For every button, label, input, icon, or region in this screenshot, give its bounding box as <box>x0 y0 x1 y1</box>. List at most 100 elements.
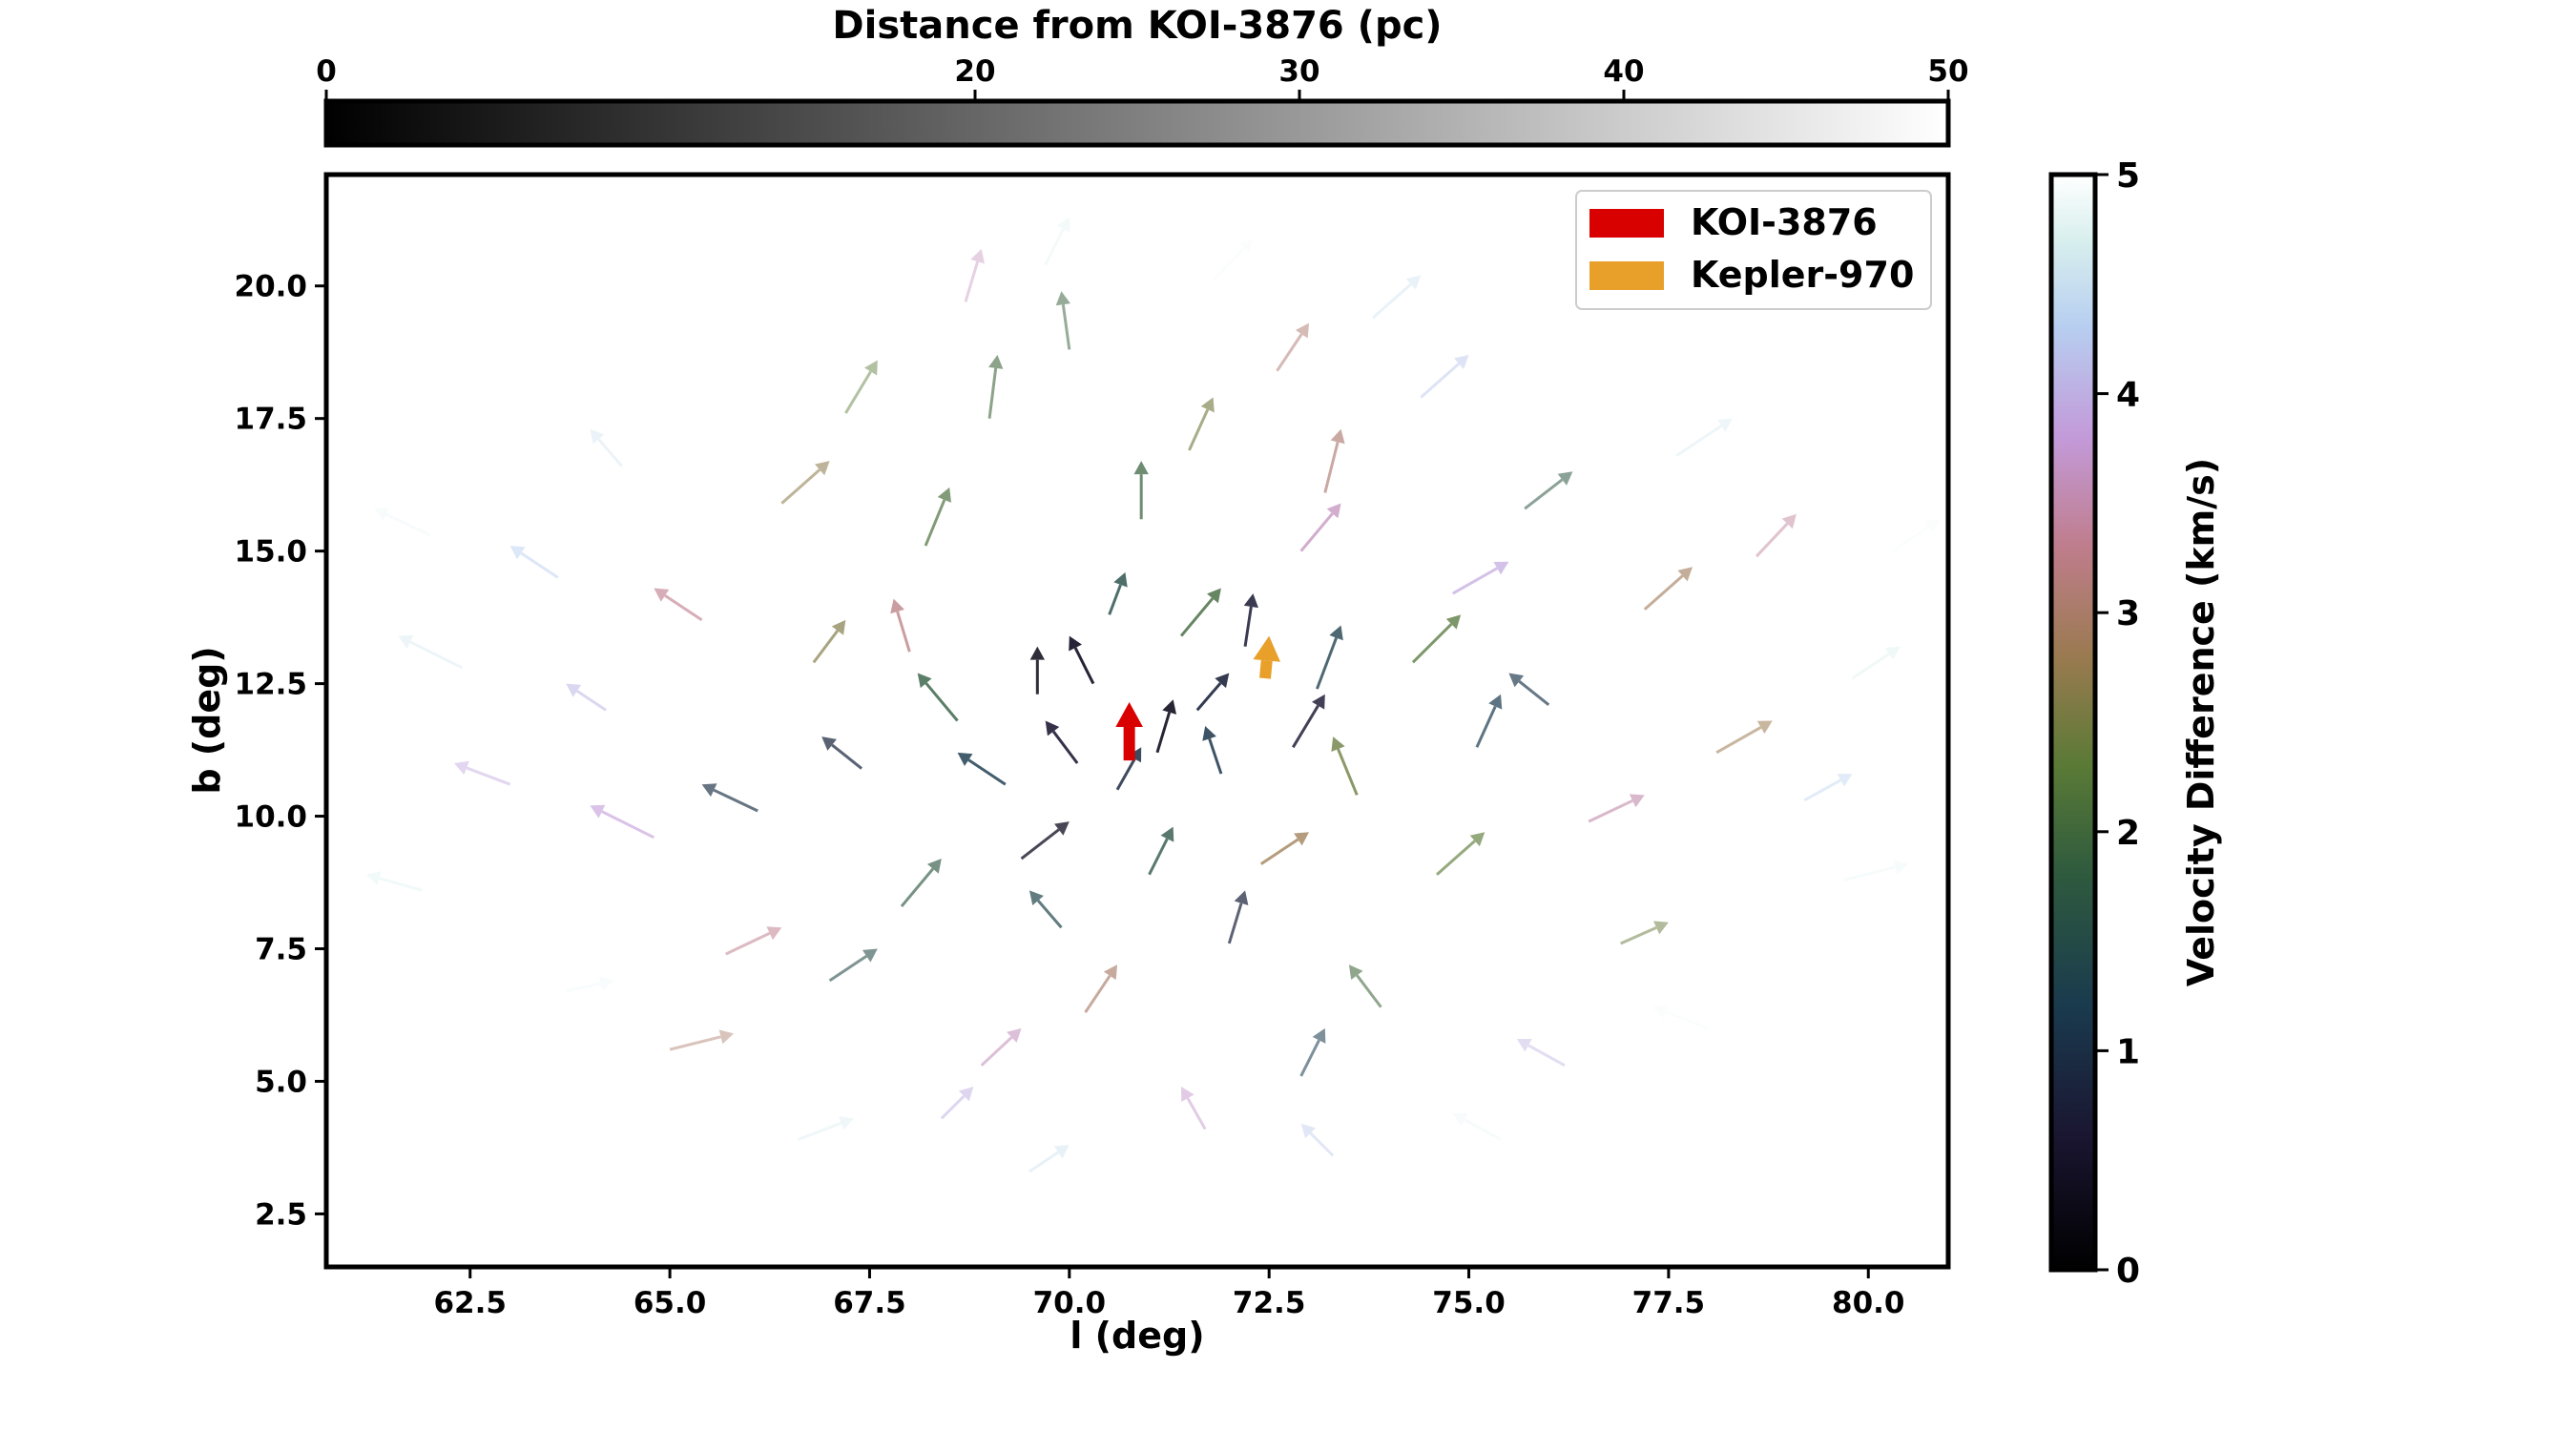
field-star-arrow-shaft <box>725 931 771 956</box>
field-star-arrow-shaft <box>1323 442 1340 493</box>
field-star-arrow-shaft <box>1524 478 1564 510</box>
field-star-arrow <box>1620 921 1669 945</box>
field-star-arrow-head <box>1045 720 1060 736</box>
field-star-arrow <box>725 926 782 956</box>
field-star-arrow-head <box>1215 673 1230 689</box>
field-star-arrow-shaft <box>1208 737 1223 775</box>
field-star-arrow-shaft <box>1464 1118 1502 1141</box>
field-star-arrow <box>1652 1005 1710 1030</box>
field-star-arrow-shaft <box>1664 1010 1710 1030</box>
field-star-arrow-head <box>374 508 390 522</box>
field-star-arrow-shaft <box>1411 623 1453 664</box>
field-star-arrow-head <box>957 752 973 767</box>
velocity-colorbar-label: Velocity Difference (km/s) <box>2180 458 2222 986</box>
field-star-arrow <box>1028 1145 1070 1173</box>
field-star-arrow-head <box>1069 635 1082 652</box>
field-star-arrow-shaft <box>980 1036 1013 1067</box>
velocity-tick-label-0: 0 <box>2116 1252 2140 1291</box>
field-star-arrow-head <box>1756 720 1773 735</box>
field-star-arrow-shaft <box>1436 840 1476 876</box>
field-star-arrow <box>1331 736 1359 796</box>
field-star-arrow-shaft <box>1715 726 1762 755</box>
field-star-arrow-head <box>1054 821 1070 836</box>
field-star-arrow-shaft <box>1259 838 1299 865</box>
field-star-arrow <box>1202 726 1223 775</box>
field-star-arrow <box>917 673 959 722</box>
field-star-arrow <box>1436 832 1485 876</box>
field-star-arrow-head <box>937 487 952 503</box>
field-star-arrow <box>797 1116 854 1142</box>
field-star-arrow-head <box>365 871 382 885</box>
field-star-arrow-head <box>1200 397 1215 413</box>
field-star-arrow-head <box>838 1116 854 1130</box>
field-star-arrow <box>821 736 863 770</box>
velocity-tick-label-2: 2 <box>2116 814 2140 853</box>
field-star-arrow-head <box>970 248 986 264</box>
field-star-arrow-shaft <box>844 370 872 414</box>
field-star-arrow <box>1084 964 1118 1014</box>
field-star-arrow-head <box>766 926 782 941</box>
field-star-arrow <box>890 598 911 653</box>
field-star-arrow-shaft <box>1051 730 1079 764</box>
field-star-arrow <box>1243 593 1258 647</box>
field-star-arrow-shaft <box>1179 597 1215 637</box>
y-tick-label-17-5: 17.5 <box>235 403 308 437</box>
field-star-arrow <box>1323 428 1345 493</box>
field-star-arrow <box>453 760 511 786</box>
x-axis-ticks: 62.5 65.0 67.5 70.0 72.5 75.0 77.5 80.0 <box>433 1267 1905 1320</box>
field-star-arrow <box>1588 794 1645 823</box>
field-star-arrow <box>1508 673 1550 706</box>
field-star-arrow-head <box>831 619 846 635</box>
field-star-arrow <box>1348 964 1382 1008</box>
field-star-arrow-head <box>1029 646 1046 660</box>
velocity-tick-label-4: 4 <box>2116 376 2140 415</box>
field-star-arrow-shaft <box>1108 584 1122 615</box>
field-star-arrow <box>1851 646 1901 680</box>
field-star-arrow-shaft <box>964 260 980 302</box>
field-star-arrow-head <box>398 634 414 649</box>
field-star-arrow-shaft <box>940 1094 966 1120</box>
field-star-arrow-shaft <box>812 630 840 664</box>
field-star-arrow <box>1420 354 1469 399</box>
field-star-arrow-head <box>1677 567 1693 582</box>
legend-frame <box>1575 190 1932 310</box>
field-star-arrow <box>1148 826 1174 876</box>
field-star-arrow <box>509 546 559 579</box>
field-star-arrow-shaft <box>1020 828 1060 861</box>
x-tick-label-65-0: 65.0 <box>634 1286 707 1320</box>
field-star-arrow-shaft <box>1356 974 1382 1008</box>
field-star-arrow <box>1316 625 1343 690</box>
field-star-arrow <box>701 783 758 813</box>
highlight-arrow-koi-3876 <box>1115 702 1143 761</box>
distance-tick-label-0: 0 <box>316 54 337 89</box>
field-star-arrow <box>1372 275 1422 320</box>
field-star-arrow <box>924 487 952 547</box>
field-star-arrow <box>1055 291 1071 350</box>
field-star-arrow-head <box>1133 461 1149 475</box>
x-tick-label-80-0: 80.0 <box>1832 1286 1905 1320</box>
field-star-arrow-head <box>814 461 830 476</box>
field-star-arrow-head <box>1238 238 1254 254</box>
field-star-arrow-head <box>1452 1112 1468 1127</box>
field-star-arrow-shaft <box>1755 522 1789 558</box>
field-star-arrow-head <box>988 354 1004 369</box>
field-star-arrow-head <box>1331 736 1345 753</box>
field-star-arrow-head <box>1329 625 1343 641</box>
highlighted-arrows <box>1115 635 1280 761</box>
velocity-colorbar-ticks: 0 1 2 3 4 5 <box>2095 156 2140 1291</box>
field-star-arrow-head <box>566 683 582 697</box>
field-star-arrow-head <box>1160 826 1174 842</box>
field-star-arrow-head <box>1243 593 1258 609</box>
field-star-arrow-shaft <box>1420 363 1461 399</box>
field-star-arrow-shaft <box>1518 680 1550 706</box>
field-star-arrow-head <box>1330 428 1345 445</box>
field-star-arrow <box>566 683 607 712</box>
field-star-arrow-head <box>599 976 614 991</box>
field-star-arrow-head <box>590 804 606 819</box>
field-star-arrow-shaft <box>1227 902 1243 944</box>
field-star-arrow-shaft <box>987 367 998 419</box>
field-star-arrow <box>365 871 423 892</box>
legend-label-koi-3876: KOI-3876 <box>1691 201 1878 243</box>
field-star-arrow <box>374 508 431 537</box>
field-star-arrow <box>1843 860 1909 881</box>
